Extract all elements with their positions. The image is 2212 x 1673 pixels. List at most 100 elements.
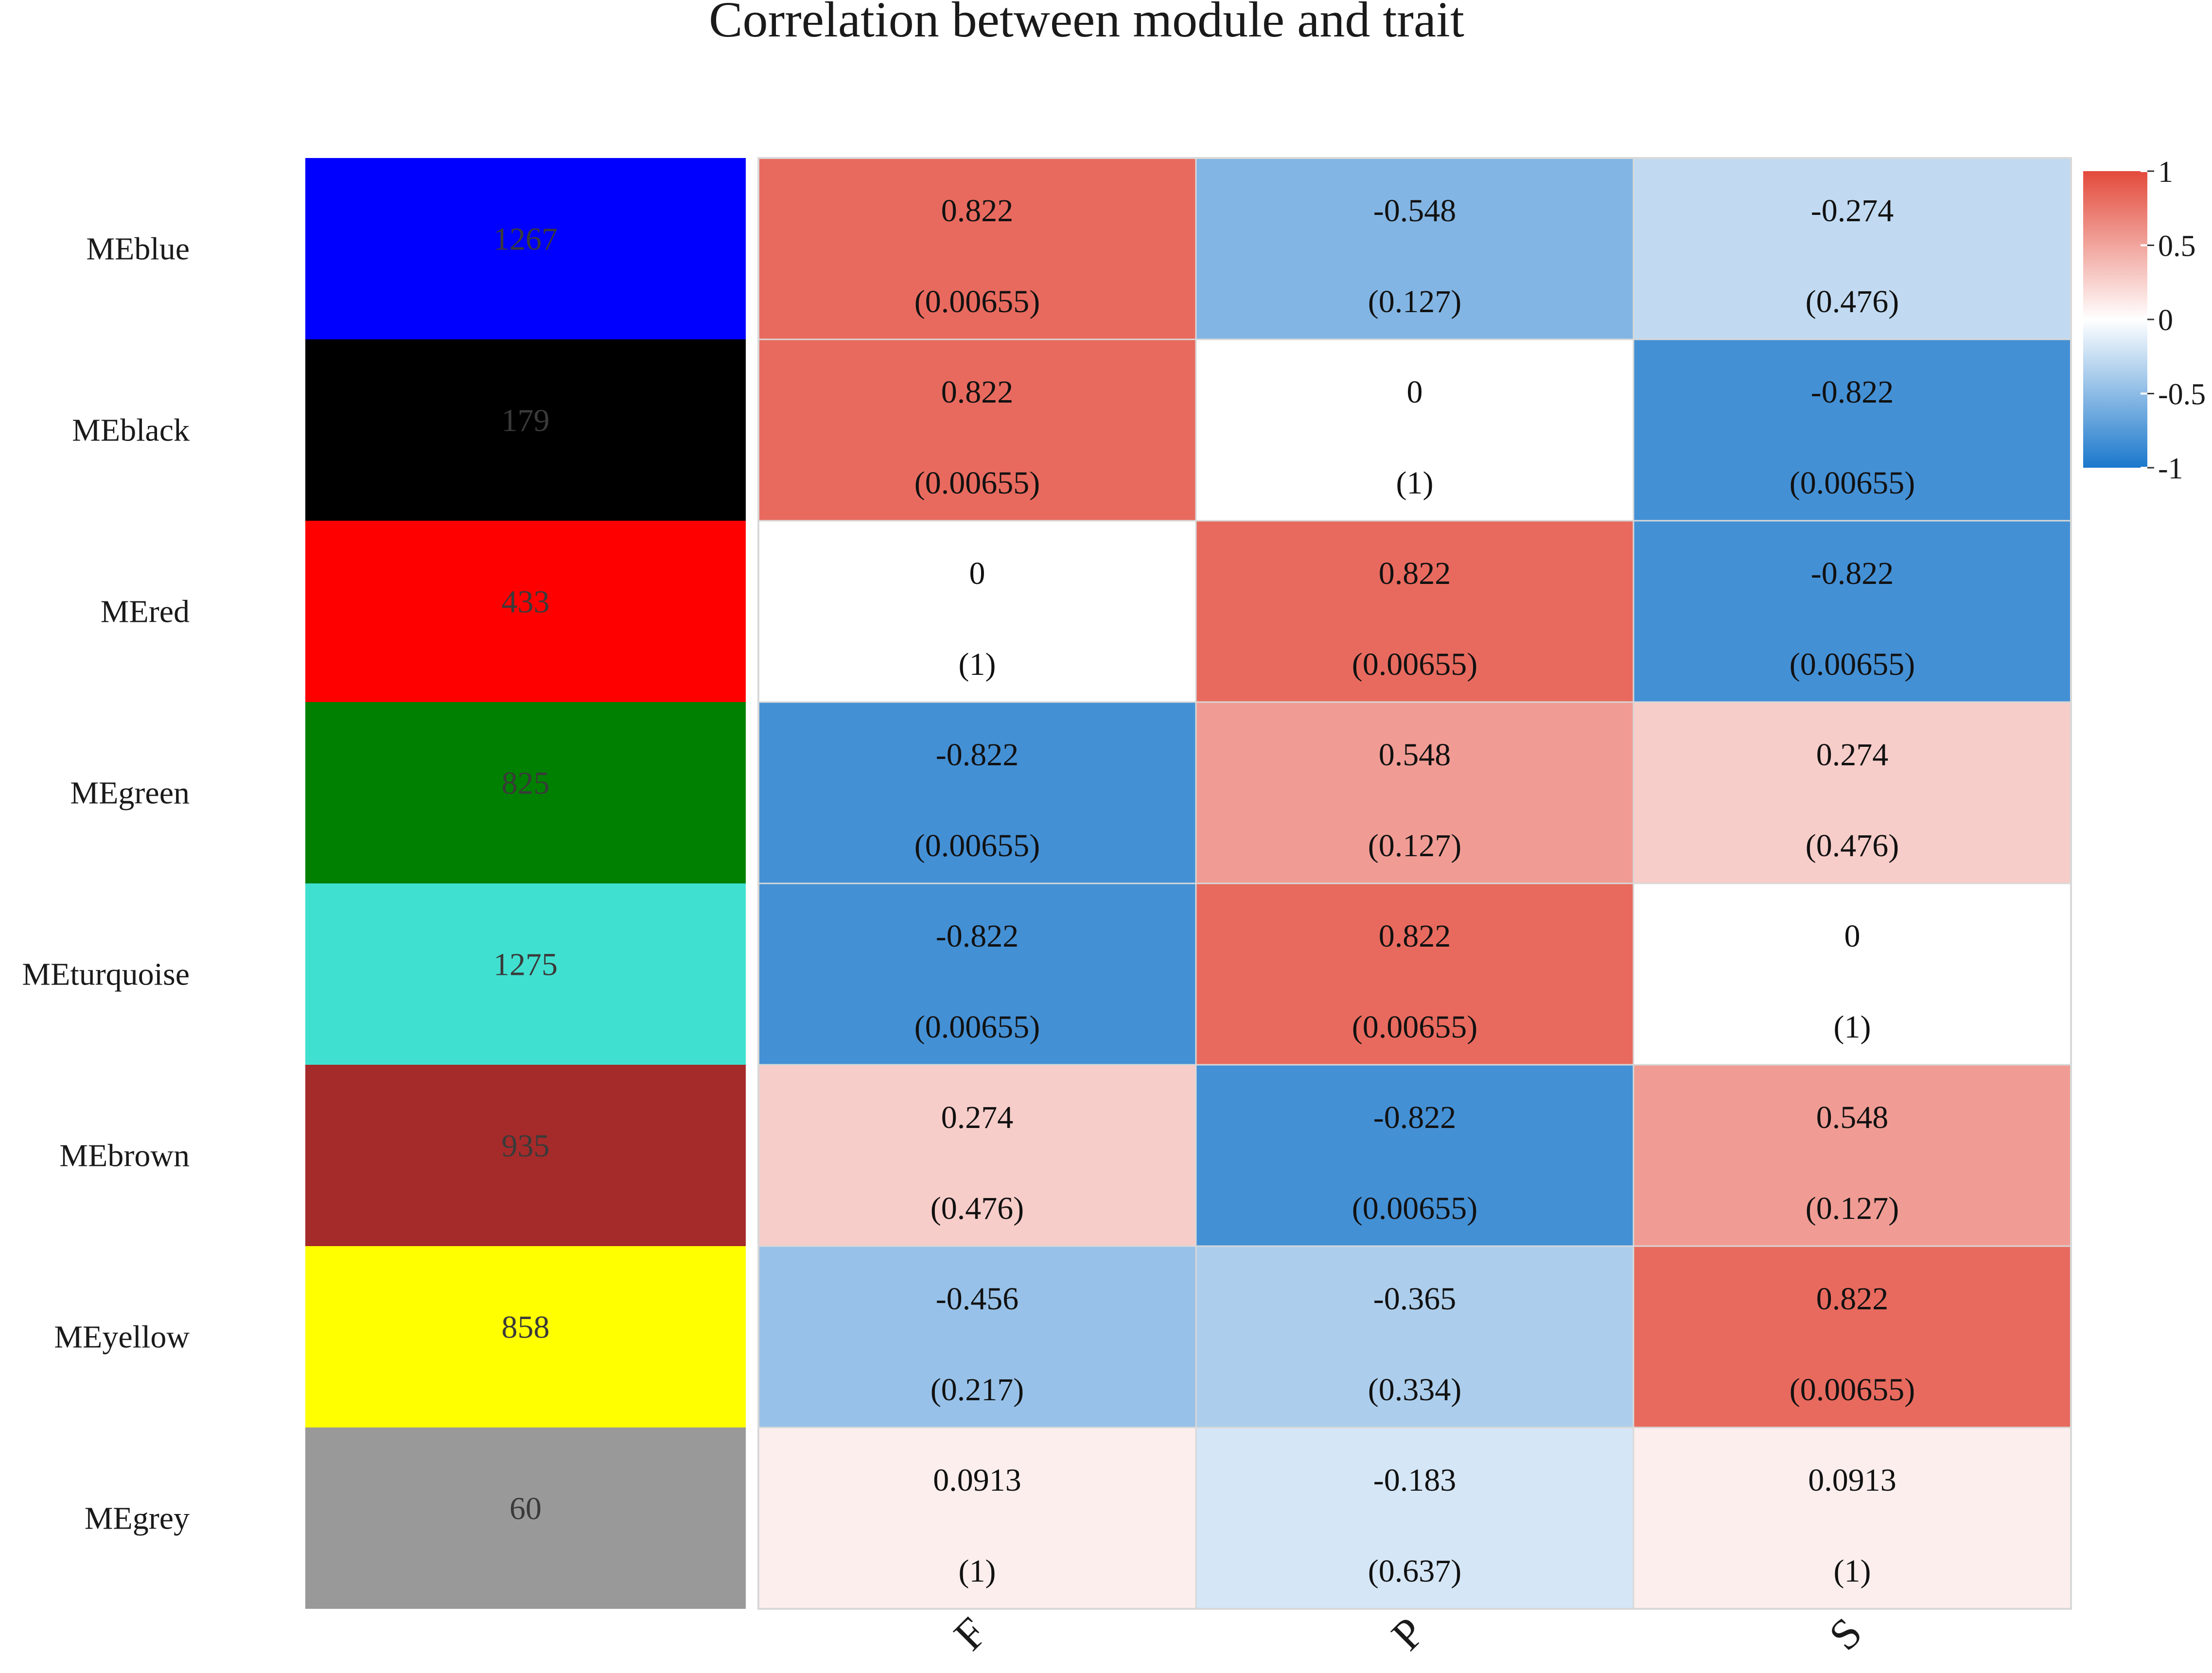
- pvalue-label: (1): [1834, 1553, 1871, 1589]
- pvalue-label: (0.00655): [1352, 1009, 1477, 1045]
- heatmap-cell: [1195, 157, 1634, 340]
- correlation-label: 0.548: [1816, 1100, 1889, 1135]
- pvalue-label: (0.127): [1368, 828, 1461, 863]
- correlation-label: 0.822: [1379, 556, 1451, 591]
- pvalue-label: (1): [959, 1553, 996, 1589]
- module-color-cell: [305, 158, 746, 339]
- correlation-label: 0.822: [1816, 1281, 1889, 1317]
- heatmap-cell: [1633, 338, 2072, 522]
- pvalue-label: (0.637): [1368, 1553, 1461, 1589]
- heatmap-cell: [757, 701, 1197, 884]
- module-size-label: 60: [509, 1491, 542, 1527]
- module-size-label: 1267: [493, 222, 558, 257]
- correlation-label: 0: [969, 556, 985, 591]
- legend-tick-label: 0.5: [2158, 230, 2196, 263]
- pvalue-label: (0.00655): [914, 1009, 1040, 1045]
- pvalue-label: (0.00655): [1352, 647, 1477, 682]
- heatmap-cell: [757, 1064, 1197, 1247]
- module-size-label: 858: [502, 1310, 550, 1345]
- heatmap-cell: [1195, 520, 1634, 703]
- pvalue-label: (0.127): [1806, 1191, 1899, 1226]
- pvalue-label: (0.00655): [1790, 647, 1915, 682]
- color-legend: 1 0.5 0 -0.5 -1: [2083, 156, 2206, 485]
- module-size-label: 1275: [493, 947, 558, 983]
- module-labels: MEblue MEblack MEred MEgreen MEturquoise MEbr…: [22, 231, 190, 1536]
- correlation-label: 0.0913: [1808, 1462, 1896, 1498]
- correlation-label: -0.548: [1373, 193, 1456, 229]
- heatmap-cell: [1633, 1426, 2072, 1610]
- module-label: MEgrey: [85, 1501, 190, 1536]
- heatmap-cells: 0.822 (0.00655) -0.548 (0.127) -0.274 (0.476)…: [757, 157, 2072, 1610]
- heatmap-border: [757, 157, 2072, 1610]
- module-label: MEred: [101, 594, 190, 630]
- pvalue-label: (0.476): [930, 1191, 1024, 1226]
- heatmap-cell: [757, 338, 1197, 522]
- correlation-label: -0.822: [1811, 374, 1894, 410]
- correlation-label: 0.274: [941, 1100, 1014, 1135]
- module-label: MEturquoise: [22, 957, 190, 992]
- trait-label: S: [1820, 1608, 1871, 1659]
- chart-title: Correlation between module and trait: [709, 0, 1464, 48]
- pvalue-label: (0.00655): [914, 828, 1040, 863]
- heatmap-cell: [1633, 1064, 2072, 1247]
- module-color-cell: [305, 1246, 746, 1427]
- legend-gradient: [2083, 171, 2147, 468]
- pvalue-label: (0.127): [1368, 284, 1461, 319]
- module-label: MEbrown: [59, 1138, 190, 1174]
- legend-tick-label: 0: [2158, 304, 2173, 337]
- trait-label: P: [1383, 1608, 1434, 1659]
- pvalue-label: (1): [959, 647, 996, 682]
- module-color-bar: 1267 179 433 825 1275 935 858 60: [305, 158, 746, 1609]
- pvalue-label: (0.476): [1806, 828, 1899, 863]
- pvalue-label: (0.00655): [1790, 465, 1915, 501]
- correlation-label: 0.548: [1379, 737, 1451, 773]
- heatmap-cell: [1633, 701, 2072, 884]
- pvalue-label: (1): [1396, 465, 1434, 501]
- correlation-label: 0: [1844, 918, 1861, 954]
- heatmap-cell: [1195, 882, 1634, 1066]
- trait-label: F: [945, 1608, 996, 1659]
- pvalue-label: (0.334): [1368, 1372, 1461, 1408]
- correlation-label: 0.0913: [933, 1462, 1021, 1498]
- heatmap-cell: [1633, 520, 2072, 703]
- module-size-label: 433: [502, 584, 550, 620]
- module-color-cell: [305, 1065, 746, 1246]
- pvalue-label: (0.00655): [914, 284, 1040, 319]
- correlation-label: 0.822: [1379, 918, 1451, 954]
- heatmap-cell: [1633, 882, 2072, 1066]
- heatmap-cell: [757, 520, 1197, 703]
- heatmap-cell: [1195, 701, 1634, 884]
- correlation-label: -0.365: [1373, 1281, 1456, 1317]
- module-label: MEblue: [86, 231, 190, 267]
- correlation-label: -0.822: [936, 737, 1018, 773]
- correlation-label: -0.456: [936, 1281, 1018, 1317]
- legend-tick-label: 1: [2158, 156, 2173, 189]
- correlation-label: -0.274: [1811, 193, 1894, 229]
- heatmap-cell: [757, 1245, 1197, 1428]
- pvalue-label: (1): [1834, 1009, 1871, 1045]
- correlation-label: 0.822: [941, 374, 1014, 410]
- module-size-label: 179: [502, 403, 550, 439]
- correlation-label: 0: [1407, 374, 1423, 410]
- heatmap-cell: [1633, 157, 2072, 340]
- correlation-label: -0.822: [936, 918, 1018, 954]
- module-color-cell: [305, 702, 746, 883]
- module-color-cell: [305, 883, 746, 1065]
- heatmap-cell: [757, 157, 1197, 340]
- correlation-label: -0.822: [1373, 1100, 1456, 1135]
- module-size-label: 825: [502, 766, 550, 801]
- correlation-label: 0.274: [1816, 737, 1889, 773]
- module-label: MEgreen: [70, 775, 190, 811]
- pvalue-label: (0.217): [930, 1372, 1024, 1408]
- module-label: MEyellow: [54, 1320, 190, 1355]
- pvalue-label: (0.00655): [914, 465, 1040, 501]
- module-color-cell: [305, 1427, 746, 1609]
- legend-tick-label: -0.5: [2158, 378, 2206, 411]
- module-size-label: 935: [502, 1128, 550, 1164]
- pvalue-label: (0.00655): [1790, 1372, 1915, 1408]
- module-color-cell: [305, 339, 746, 521]
- heatmap-cell: [1195, 1064, 1634, 1247]
- heatmap-cell: [757, 882, 1197, 1066]
